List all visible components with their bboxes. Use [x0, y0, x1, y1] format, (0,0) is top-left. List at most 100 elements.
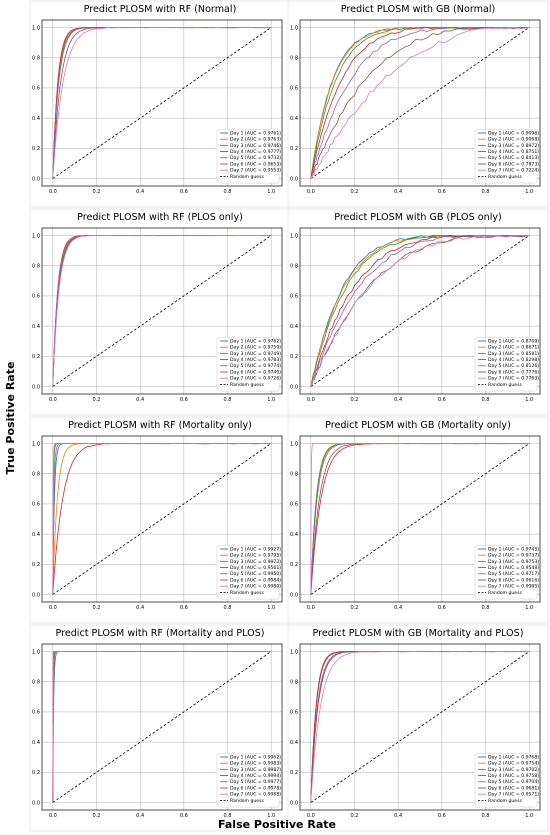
- roc-curve-day-6: [310, 27, 530, 179]
- panel-title: Predict PLOSM with GB (PLOS only): [334, 212, 502, 223]
- random-guess-line: [52, 651, 272, 803]
- x-tick-label: 0.0: [49, 813, 57, 819]
- y-tick-label: 0.8: [290, 263, 298, 269]
- legend-entry: Day 2 (AUC = 0.8671): [488, 345, 539, 351]
- y-tick-label: 0.2: [32, 146, 40, 152]
- legend-entry: Day 1 (AUC = 0.9768): [488, 754, 539, 760]
- axes-box: [299, 227, 541, 395]
- x-tick-label: 0.0: [307, 605, 315, 611]
- legend-entry: Day 6 (AUC = 0.9978): [230, 785, 281, 791]
- y-tick-label: 1.0: [290, 25, 298, 31]
- legend-entry: Day 4 (AUC = 0.8751): [488, 149, 539, 155]
- y-tick-label: 0.6: [32, 710, 40, 716]
- x-tick-label: 0.4: [136, 605, 144, 611]
- x-tick-label: 0.2: [351, 189, 359, 195]
- legend-entry: Day 6 (AUC = 0.9653): [230, 161, 281, 167]
- x-tick-label: 1.0: [525, 813, 533, 819]
- y-tick-label: 0.4: [32, 740, 40, 746]
- legend-box: [216, 753, 280, 808]
- y-tick-label: 0.4: [32, 324, 40, 330]
- roc-panels: Predict PLOSM with RF (Normal) 0.0 0.2 0.4 0…: [29, 0, 549, 832]
- x-tick-label: 0.2: [351, 813, 359, 819]
- y-tick-label: 0.2: [290, 354, 298, 360]
- random-guess-line: [52, 443, 272, 595]
- legend-entry: Day 3 (AUC = 0.9987): [230, 767, 281, 773]
- legend-box: [216, 545, 280, 600]
- x-tick-label: 1.0: [267, 813, 275, 819]
- y-tick-label: 0.8: [290, 679, 298, 685]
- legend-entry: Day 2 (AUC = 0.9737): [488, 553, 539, 559]
- legend-entry: Random guess: [230, 798, 265, 804]
- legend-entry: Day 2 (AUC = 0.9795): [230, 553, 281, 559]
- roc-curve-day-7: [310, 235, 530, 387]
- legend-entry: Day 7 (AUC = 0.9980): [230, 584, 281, 590]
- x-tick-label: 1.0: [267, 605, 275, 611]
- y-tick-label: 0.6: [32, 86, 40, 92]
- x-tick-label: 0.0: [49, 189, 57, 195]
- x-tick-label: 0.6: [438, 397, 446, 403]
- y-tick-label: 0.6: [32, 294, 40, 300]
- y-tick-label: 0.0: [290, 592, 298, 598]
- legend-box: [474, 753, 538, 808]
- roc-panel: Predict PLOSM with GB (Mortality only) 0.…: [287, 416, 549, 624]
- legend-entry: Day 5 (AUC = 0.9774): [230, 363, 281, 369]
- axes-box: [299, 19, 541, 187]
- x-tick-label: 1.0: [525, 397, 533, 403]
- y-tick-label: 0.8: [32, 55, 40, 61]
- roc-panel: Predict PLOSM with GB (PLOS only) 0.0 0.2 0…: [287, 208, 549, 416]
- roc-panel: Predict PLOSM with GB (Normal) 0.0 0.2 0.4 0…: [287, 0, 549, 208]
- legend-entry: Random guess: [230, 174, 265, 180]
- x-tick-label: 0.4: [136, 813, 144, 819]
- legend-entry: Day 3 (AUC = 0.9746): [230, 143, 281, 149]
- roc-curve-day-5: [310, 235, 530, 387]
- y-tick-label: 0.8: [32, 263, 40, 269]
- panel-title: Predict PLOSM with RF (Mortality only): [68, 420, 252, 431]
- x-tick-label: 0.6: [180, 605, 188, 611]
- y-tick-label: 1.0: [32, 649, 40, 655]
- y-tick-label: 1.0: [290, 441, 298, 447]
- x-tick-label: 0.6: [180, 397, 188, 403]
- legend-box: [474, 129, 538, 184]
- roc-curve-day-7: [52, 443, 272, 595]
- legend-entry: Day 4 (AUC = 0.9758): [488, 773, 539, 779]
- panel-title: Predict PLOSM with RF (Mortality and PLO…: [55, 628, 264, 639]
- y-tick-label: 0.8: [32, 471, 40, 477]
- y-tick-label: 0.8: [32, 679, 40, 685]
- roc-panel: Predict PLOSM with RF (Normal) 0.0 0.2 0.4 0…: [29, 0, 291, 208]
- y-tick-label: 1.0: [290, 649, 298, 655]
- x-tick-label: 0.4: [394, 605, 402, 611]
- x-tick-label: 0.0: [307, 813, 315, 819]
- legend-box: [216, 337, 280, 392]
- roc-curve-day-7: [310, 651, 530, 803]
- x-tick-label: 0.8: [224, 189, 232, 195]
- legend-entry: Day 3 (AUC = 0.8972): [488, 143, 539, 149]
- y-tick-label: 0.2: [290, 146, 298, 152]
- y-tick-label: 0.6: [290, 294, 298, 300]
- legend-entry: Day 6 (AUC = 0.9984): [230, 577, 281, 583]
- random-guess-line: [52, 27, 272, 179]
- y-tick-label: 0.4: [32, 116, 40, 122]
- x-tick-label: 0.2: [93, 189, 101, 195]
- legend-entry: Day 2 (AUC = 0.9759): [230, 345, 281, 351]
- axes-box: [41, 227, 283, 395]
- x-tick-label: 0.6: [438, 189, 446, 195]
- legend-entry: Day 1 (AUC = 0.9962): [230, 754, 281, 760]
- legend-entry: Day 6 (AUC = 0.9616): [488, 577, 539, 583]
- axes-box: [41, 643, 283, 811]
- roc-curve-day-7: [52, 651, 272, 803]
- random-guess-line: [310, 651, 530, 803]
- legend-entry: Day 1 (AUC = 0.9096): [488, 130, 539, 136]
- y-tick-label: 0.4: [290, 324, 298, 330]
- random-guess-line: [310, 27, 530, 179]
- x-tick-label: 0.2: [351, 605, 359, 611]
- x-tick-label: 1.0: [525, 189, 533, 195]
- y-tick-label: 1.0: [32, 25, 40, 31]
- legend-box: [216, 129, 280, 184]
- legend-entry: Day 1 (AUC = 0.9927): [230, 546, 281, 552]
- legend-entry: Day 7 (AUC = 0.9553): [230, 168, 281, 174]
- roc-curve-day-3: [310, 27, 530, 179]
- roc-curve-day-7: [52, 27, 272, 179]
- legend-entry: Day 6 (AUC = 0.7873): [488, 161, 539, 167]
- roc-curve-day-7: [310, 27, 530, 179]
